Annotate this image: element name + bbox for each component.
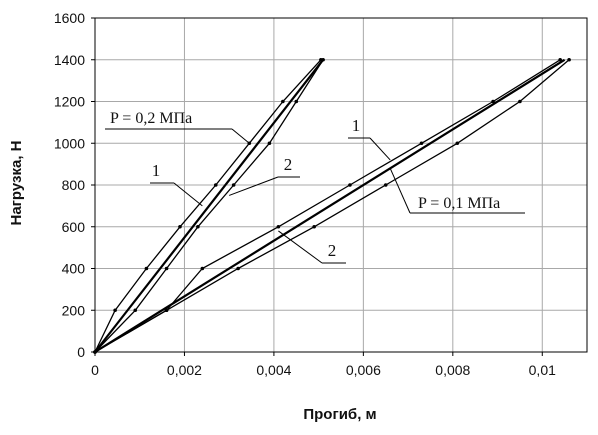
- series-line-1: [94, 59, 322, 353]
- data-point: [267, 141, 272, 146]
- data-point: [231, 183, 236, 187]
- data-point: [281, 99, 285, 104]
- data-point: [558, 57, 562, 62]
- annotation-leader: [369, 137, 391, 161]
- data-point: [348, 183, 352, 187]
- y-tick-label: 600: [62, 219, 86, 235]
- x-tick-label: 0,01: [529, 362, 556, 378]
- annotation-leader: [389, 168, 411, 214]
- data-point: [491, 99, 495, 104]
- data-point: [321, 57, 325, 62]
- series-line-3: [94, 59, 561, 353]
- data-point: [276, 224, 281, 229]
- y-tick-label: 400: [62, 261, 86, 277]
- data-point: [144, 266, 149, 271]
- annotation-label: P = 0,2 МПа: [110, 110, 192, 127]
- y-tick-label: 1200: [54, 94, 85, 110]
- data-point: [196, 224, 200, 229]
- series-line-2: [94, 59, 324, 353]
- annotation-leader: [278, 230, 323, 264]
- annotation-leader: [231, 128, 250, 144]
- mean-line: [94, 59, 324, 353]
- data-point: [312, 224, 316, 229]
- x-tick-label: 0,006: [346, 362, 381, 378]
- data-point: [455, 141, 460, 146]
- data-point: [567, 57, 571, 62]
- annotation-leader: [173, 182, 203, 207]
- annotation-label: 1: [352, 116, 361, 135]
- y-tick-label: 1000: [54, 135, 85, 151]
- data-point: [93, 350, 97, 354]
- data-point: [113, 308, 117, 313]
- data-point: [164, 266, 169, 271]
- y-axis: 0 200 400 600 800 1000 1200 1400 1600: [54, 10, 95, 360]
- data-point: [383, 183, 388, 187]
- x-axis-title: Прогиб, м: [303, 406, 376, 423]
- x-axis: 0 0,002 0,004 0,006 0,008 0,01: [91, 352, 556, 378]
- x-tick-label: 0,008: [435, 362, 470, 378]
- data-point: [178, 224, 182, 229]
- grid: [94, 17, 587, 353]
- annotation-label: 1: [152, 161, 161, 180]
- series-layer: [93, 57, 571, 354]
- data-point: [200, 266, 205, 271]
- y-tick-label: 800: [62, 177, 86, 193]
- annotations: P = 0,2 МПа 1 2 1 P = 0,1 МПа 2: [105, 110, 525, 264]
- data-point: [164, 308, 169, 313]
- data-point: [213, 183, 218, 187]
- series-line-4: [94, 59, 570, 353]
- annotation-label: P = 0,1 МПа: [418, 195, 500, 212]
- data-point: [419, 141, 424, 146]
- x-tick-label: 0,004: [256, 362, 291, 378]
- annotation-label: 2: [284, 155, 293, 174]
- annotation-label: 2: [328, 241, 337, 260]
- data-point: [236, 266, 240, 271]
- x-tick-label: 0: [91, 362, 99, 378]
- data-point: [294, 99, 299, 104]
- y-axis-title: Нагрузка, Н: [8, 140, 25, 225]
- y-tick-label: 1600: [54, 10, 85, 26]
- y-tick-label: 0: [77, 344, 85, 360]
- y-tick-label: 200: [62, 302, 86, 318]
- y-tick-label: 1400: [54, 52, 85, 68]
- data-point: [518, 99, 522, 104]
- annotation-leader: [229, 176, 279, 196]
- data-point: [133, 308, 138, 313]
- x-tick-label: 0,002: [167, 362, 202, 378]
